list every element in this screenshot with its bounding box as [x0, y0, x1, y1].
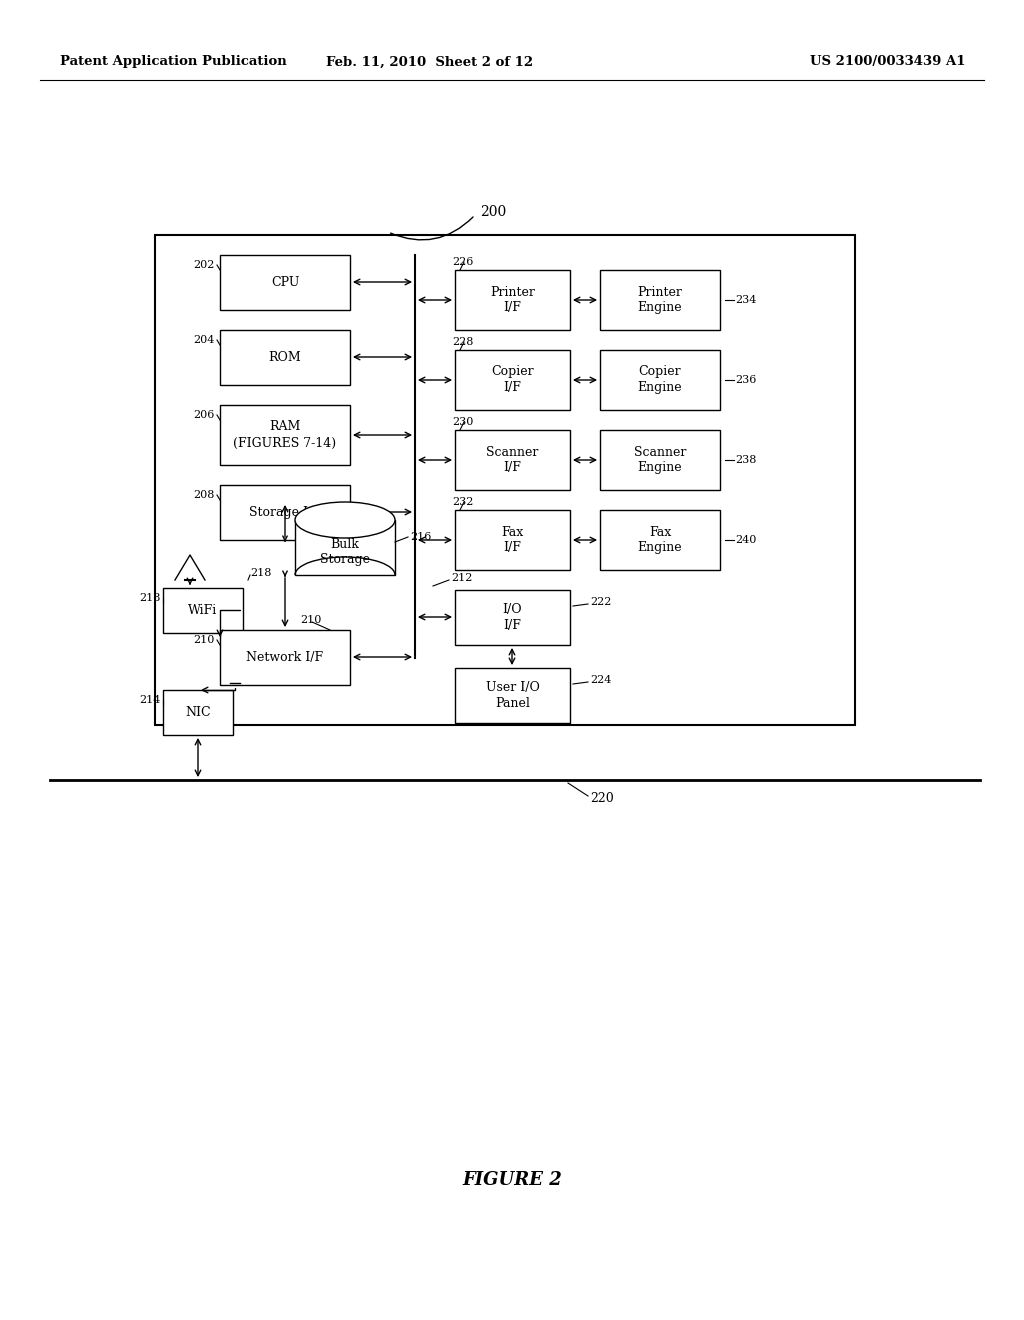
Text: Feb. 11, 2010  Sheet 2 of 12: Feb. 11, 2010 Sheet 2 of 12: [327, 55, 534, 69]
Text: 210: 210: [194, 635, 215, 645]
Text: 234: 234: [735, 294, 757, 305]
Text: Bulk
Storage: Bulk Storage: [319, 539, 370, 566]
Bar: [600, 430, 720, 490]
Text: User I/O
Panel: User I/O Panel: [485, 681, 540, 710]
Text: 236: 236: [735, 375, 757, 385]
Text: US 2100/0033439 A1: US 2100/0033439 A1: [810, 55, 966, 69]
Bar: [163, 587, 243, 634]
Text: 202: 202: [194, 260, 215, 271]
Text: Fax
Engine: Fax Engine: [638, 525, 682, 554]
Bar: [220, 330, 350, 385]
Bar: [600, 271, 720, 330]
Bar: [455, 350, 570, 411]
Bar: [455, 271, 570, 330]
Text: Fax
I/F: Fax I/F: [502, 525, 523, 554]
Text: Storage I/F: Storage I/F: [249, 506, 321, 519]
Bar: [220, 255, 350, 310]
Bar: [220, 405, 350, 465]
Bar: [220, 484, 350, 540]
Text: ROM: ROM: [268, 351, 301, 364]
Text: 204: 204: [194, 335, 215, 345]
Text: FIGURE 2: FIGURE 2: [462, 1171, 562, 1189]
Bar: [455, 590, 570, 645]
Bar: [455, 430, 570, 490]
Text: Patent Application Publication: Patent Application Publication: [60, 55, 287, 69]
Bar: [455, 510, 570, 570]
Text: 218: 218: [250, 568, 271, 578]
Text: Copier
Engine: Copier Engine: [638, 366, 682, 395]
Bar: [163, 690, 233, 735]
Text: 216: 216: [410, 532, 431, 543]
Text: 212: 212: [451, 573, 472, 583]
Text: Copier
I/F: Copier I/F: [492, 366, 534, 395]
Text: CPU: CPU: [270, 276, 299, 289]
Bar: [455, 668, 570, 723]
Text: Scanner
I/F: Scanner I/F: [486, 446, 539, 474]
Text: 228: 228: [452, 337, 473, 347]
Text: 232: 232: [452, 498, 473, 507]
Text: WiFi: WiFi: [188, 605, 218, 616]
Text: 218: 218: [139, 593, 161, 603]
Text: 240: 240: [735, 535, 757, 545]
Text: I/O
I/F: I/O I/F: [503, 603, 522, 632]
Text: 238: 238: [735, 455, 757, 465]
Bar: [600, 350, 720, 411]
Text: NIC: NIC: [185, 706, 211, 719]
Ellipse shape: [295, 502, 395, 539]
Text: Network I/F: Network I/F: [247, 651, 324, 664]
Bar: [155, 235, 855, 725]
Text: RAM
(FIGURES 7-14): RAM (FIGURES 7-14): [233, 421, 337, 450]
Text: 220: 220: [590, 792, 613, 804]
Text: 214: 214: [139, 696, 161, 705]
Text: 230: 230: [452, 417, 473, 426]
Bar: [295, 520, 395, 576]
Text: Printer
I/F: Printer I/F: [490, 285, 535, 314]
Text: 226: 226: [452, 257, 473, 267]
Text: 222: 222: [590, 597, 611, 607]
Bar: [220, 630, 350, 685]
Text: Scanner
Engine: Scanner Engine: [634, 446, 686, 474]
Text: Printer
Engine: Printer Engine: [638, 285, 682, 314]
Text: 208: 208: [194, 490, 215, 500]
Text: 206: 206: [194, 411, 215, 420]
Text: 200: 200: [480, 205, 506, 219]
Text: 224: 224: [590, 675, 611, 685]
Text: 210: 210: [300, 615, 322, 624]
Bar: [600, 510, 720, 570]
